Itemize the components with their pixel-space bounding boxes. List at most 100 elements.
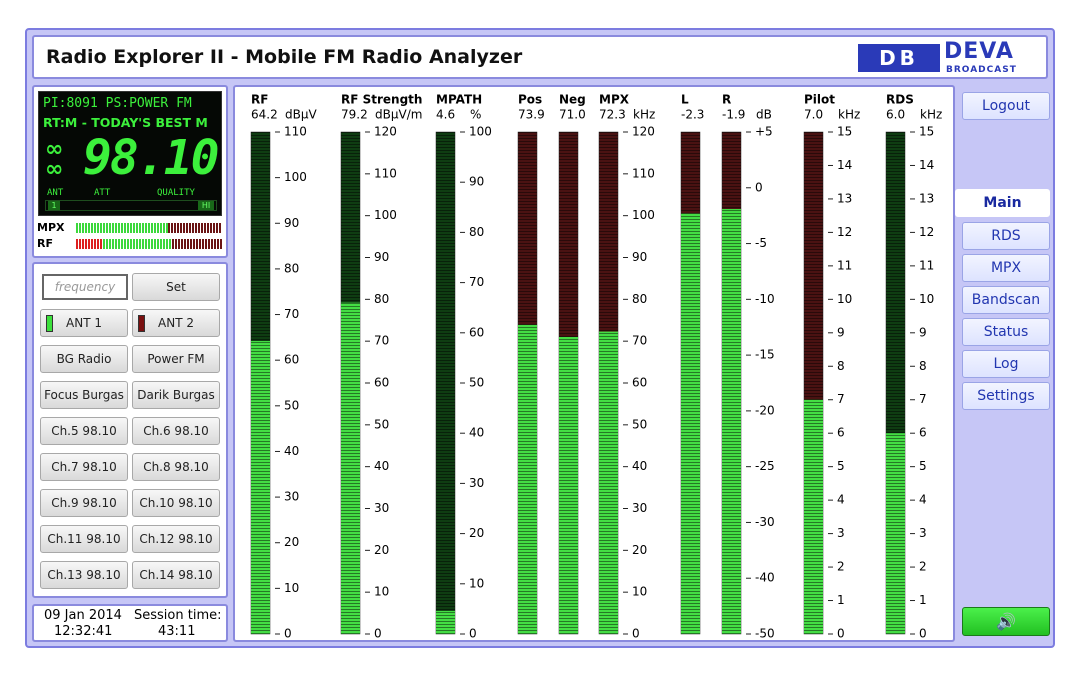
tick-label: 13 xyxy=(919,191,934,205)
preset-button[interactable]: Ch.6 98.10 xyxy=(132,417,220,445)
tick-label: 40 xyxy=(374,459,389,473)
preset-button[interactable]: Ch.9 98.10 xyxy=(40,489,128,517)
tick-label: 100 xyxy=(469,125,492,139)
preset-button[interactable]: Ch.7 98.10 xyxy=(40,453,128,481)
preset-button[interactable]: Power FM xyxy=(132,345,220,373)
tick-label: 1 xyxy=(919,593,927,607)
tick-label: 7 xyxy=(837,392,845,406)
preset-button[interactable]: Ch.13 98.10 xyxy=(40,561,128,589)
nav-tab[interactable]: RDS xyxy=(962,222,1050,250)
tick-label: 12 xyxy=(919,225,934,239)
tick-label: 7 xyxy=(919,392,927,406)
tick-label: 11 xyxy=(919,258,934,272)
tick-label: 80 xyxy=(284,261,299,275)
audio-button[interactable]: 🔊 xyxy=(962,607,1050,636)
meter-value: -1.9 xyxy=(722,108,745,122)
meter-unit: kHz xyxy=(920,108,942,122)
logo-mark: DB xyxy=(858,44,940,72)
tick-label: 120 xyxy=(374,125,397,139)
tick-label: 6 xyxy=(837,426,845,440)
tick-label: 8 xyxy=(837,359,845,373)
set-button[interactable]: Set xyxy=(132,273,220,301)
lcd: PI:8091 PS:POWER FM RT:M - TODAY'S BEST … xyxy=(38,91,222,216)
tick-label: 11 xyxy=(837,258,852,272)
nav-tab[interactable]: Bandscan xyxy=(962,286,1050,314)
ant2-button[interactable]: ANT 2 xyxy=(132,309,220,337)
display-panel: PI:8091 PS:POWER FM RT:M - TODAY'S BEST … xyxy=(32,85,228,258)
tick-label: 14 xyxy=(837,158,852,172)
preset-button[interactable]: Ch.11 98.10 xyxy=(40,525,128,553)
tick-label: 10 xyxy=(374,585,389,599)
tick-label: -15 xyxy=(755,348,775,362)
time: 12:32:41 xyxy=(54,624,113,639)
meter-segments xyxy=(886,132,905,634)
tick-label: 20 xyxy=(469,526,484,540)
frequency-input[interactable]: frequency xyxy=(42,274,128,300)
tick-label: 3 xyxy=(837,526,845,540)
preset-button[interactable]: Ch.8 98.10 xyxy=(132,453,220,481)
rf-label: RF xyxy=(37,237,53,250)
tick-label: 100 xyxy=(632,208,655,222)
meter-value: 73.9 xyxy=(518,108,545,122)
ant-label: ANT xyxy=(47,188,64,198)
nav-tab[interactable]: Status xyxy=(962,318,1050,346)
preset-button[interactable]: Focus Burgas xyxy=(40,381,128,409)
tick-label: 70 xyxy=(374,334,389,348)
tick-label: 80 xyxy=(632,292,647,306)
tick-label: 10 xyxy=(837,292,852,306)
meter-unit: kHz xyxy=(633,108,655,122)
preset-button[interactable]: BG Radio xyxy=(40,345,128,373)
meter-unit: kHz xyxy=(838,108,860,122)
ant1-label: ANT 1 xyxy=(66,316,102,330)
mpx-level xyxy=(76,223,222,233)
tick-label: +5 xyxy=(755,125,773,139)
nav-tab[interactable]: Settings xyxy=(962,382,1050,410)
ant2-indicator xyxy=(138,315,145,332)
meter-segments xyxy=(251,132,270,634)
header: Radio Explorer II - Mobile FM Radio Anal… xyxy=(32,35,1048,79)
tick-label: 0 xyxy=(837,627,845,641)
tick-label: 70 xyxy=(469,275,484,289)
preset-button[interactable]: Ch.14 98.10 xyxy=(132,561,220,589)
tick-label: 80 xyxy=(469,225,484,239)
nav-tab[interactable]: MPX xyxy=(962,254,1050,282)
preset-button[interactable]: Ch.5 98.10 xyxy=(40,417,128,445)
meter-name: L xyxy=(681,93,689,107)
tick-label: 15 xyxy=(837,125,852,139)
preset-button[interactable]: Ch.12 98.10 xyxy=(132,525,220,553)
preset-button[interactable]: Darik Burgas xyxy=(132,381,220,409)
tick-label: 110 xyxy=(374,166,397,180)
meter-value: 7.0 xyxy=(804,108,823,122)
meter-value: 71.0 xyxy=(559,108,586,122)
nav-tab[interactable]: Main xyxy=(955,189,1050,217)
meter-name: MPX xyxy=(599,93,630,107)
tick-label: -20 xyxy=(755,403,775,417)
meter-unit: % xyxy=(470,108,481,122)
tick-label: 120 xyxy=(632,125,655,139)
rf-level xyxy=(76,239,222,249)
tick-label: 10 xyxy=(284,581,299,595)
tick-label: 2 xyxy=(919,560,927,574)
meter-value: 4.6 xyxy=(436,108,455,122)
logo-text: DEVA xyxy=(944,39,1014,64)
session-time: 43:11 xyxy=(158,624,196,639)
tick-label: 6 xyxy=(919,426,927,440)
tick-label: -25 xyxy=(755,459,775,473)
nav-tab[interactable]: Log xyxy=(962,350,1050,378)
preset-button[interactable]: Ch.10 98.10 xyxy=(132,489,220,517)
tick-label: 0 xyxy=(632,627,640,641)
tick-label: 13 xyxy=(837,191,852,205)
ant1-indicator xyxy=(46,315,53,332)
meter-value: 72.3 xyxy=(599,108,626,122)
session-label: Session time: xyxy=(134,608,222,623)
tick-label: 5 xyxy=(919,459,927,473)
rf-level-rest xyxy=(172,239,222,249)
meter-segments xyxy=(518,132,537,634)
tick-label: 80 xyxy=(374,292,389,306)
logout-button[interactable]: Logout xyxy=(962,92,1050,120)
rf-level-low xyxy=(76,239,102,249)
quality-label: QUALITY xyxy=(157,188,195,198)
ant1-button[interactable]: ANT 1 xyxy=(40,309,128,337)
tick-label: 5 xyxy=(837,459,845,473)
